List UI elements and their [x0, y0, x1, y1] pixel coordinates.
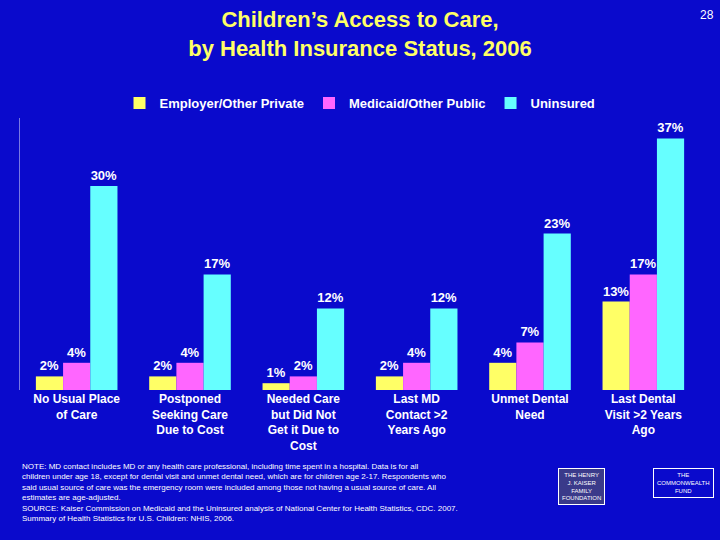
svg-text:2%: 2% [40, 358, 59, 373]
svg-text:4%: 4% [407, 345, 426, 360]
svg-text:THECOMMONWEALTHFUND: THECOMMONWEALTHFUND [657, 472, 710, 494]
svg-text:Unmet DentalNeed: Unmet DentalNeed [491, 392, 568, 422]
svg-text:2%: 2% [380, 358, 399, 373]
svg-text:No Usual Placeof Care: No Usual Placeof Care [33, 392, 120, 422]
svg-text:2%: 2% [294, 358, 313, 373]
svg-text:Children’s Access to Care,by H: Children’s Access to Care,by Health Insu… [188, 7, 532, 61]
svg-text:17%: 17% [630, 256, 656, 271]
svg-text:2%: 2% [153, 358, 172, 373]
svg-text:THE HENRYJ. KAISERFAMILYFOUNDA: THE HENRYJ. KAISERFAMILYFOUNDATION [562, 472, 601, 501]
svg-text:28: 28 [700, 8, 714, 22]
svg-text:12%: 12% [317, 290, 343, 305]
svg-text:Last MDContact >2Years Ago: Last MDContact >2Years Ago [386, 392, 448, 437]
svg-text:4%: 4% [180, 345, 199, 360]
svg-text:13%: 13% [603, 284, 629, 299]
svg-text:37%: 37% [657, 120, 683, 135]
svg-text:Needed Carebut Did NotGet it D: Needed Carebut Did NotGet it Due toCost [267, 392, 341, 453]
svg-text:17%: 17% [204, 256, 230, 271]
svg-text:4%: 4% [493, 345, 512, 360]
svg-text:23%: 23% [544, 216, 570, 231]
svg-text:Uninsured: Uninsured [531, 96, 595, 111]
svg-text:Employer/Other Private: Employer/Other Private [160, 96, 305, 111]
svg-text:4%: 4% [67, 345, 86, 360]
svg-text:NOTE: MD contact includes MD o: NOTE: MD contact includes MD or any heal… [22, 462, 458, 523]
svg-text:7%: 7% [520, 324, 539, 339]
svg-text:Last DentalVisit >2 YearsAgo: Last DentalVisit >2 YearsAgo [605, 392, 683, 437]
svg-text:30%: 30% [91, 168, 117, 183]
svg-text:1%: 1% [267, 365, 286, 380]
svg-text:PostponedSeeking CareDue to Co: PostponedSeeking CareDue to Cost [152, 392, 228, 437]
svg-text:12%: 12% [431, 290, 457, 305]
svg-text:Medicaid/Other Public: Medicaid/Other Public [349, 96, 486, 111]
